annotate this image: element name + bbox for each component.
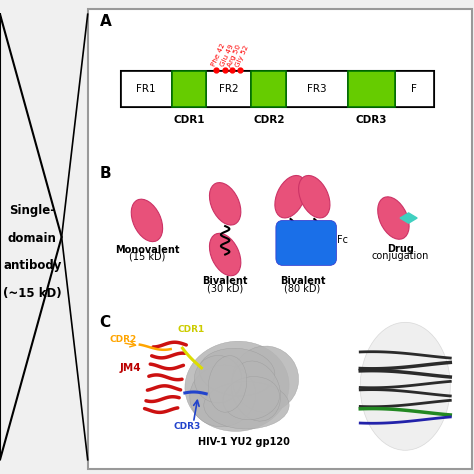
Bar — [395, 71, 434, 107]
Bar — [121, 71, 172, 107]
Ellipse shape — [185, 341, 289, 431]
Text: Monovalent: Monovalent — [115, 245, 179, 255]
Bar — [88, 9, 472, 469]
Text: CDR2: CDR2 — [253, 115, 284, 125]
Text: CDR1: CDR1 — [173, 115, 205, 125]
Ellipse shape — [194, 356, 242, 403]
Text: (80 kD): (80 kD) — [284, 283, 320, 293]
Ellipse shape — [232, 346, 299, 412]
Text: CDR2: CDR2 — [110, 335, 137, 344]
Text: domain: domain — [8, 232, 57, 245]
Text: F: F — [411, 84, 417, 94]
Text: conjugation: conjugation — [372, 251, 429, 261]
Text: Bivalent: Bivalent — [280, 276, 325, 286]
Ellipse shape — [223, 376, 280, 420]
Text: Arg 50: Arg 50 — [227, 44, 242, 68]
Ellipse shape — [231, 361, 281, 421]
Ellipse shape — [210, 233, 241, 276]
Ellipse shape — [209, 356, 246, 412]
Text: JM4: JM4 — [119, 363, 141, 373]
Ellipse shape — [210, 182, 241, 225]
Bar — [121, 71, 434, 107]
Text: FR1: FR1 — [137, 84, 156, 94]
Ellipse shape — [131, 199, 163, 242]
Text: Gly 52: Gly 52 — [235, 44, 250, 68]
Text: Glu 49: Glu 49 — [219, 44, 235, 68]
Text: A: A — [100, 14, 111, 29]
Ellipse shape — [190, 365, 256, 427]
Text: CDR1: CDR1 — [178, 325, 205, 334]
Text: FR2: FR2 — [219, 84, 238, 94]
Ellipse shape — [275, 175, 306, 218]
Text: FR3: FR3 — [307, 84, 327, 94]
Text: B: B — [100, 166, 111, 181]
Text: C: C — [100, 315, 110, 330]
Text: Single-: Single- — [9, 204, 55, 218]
Text: Phe 42: Phe 42 — [211, 43, 227, 68]
Ellipse shape — [360, 322, 450, 450]
Text: HIV-1 YU2 gp120: HIV-1 YU2 gp120 — [198, 437, 290, 447]
FancyBboxPatch shape — [276, 220, 337, 265]
Text: Drug: Drug — [387, 244, 414, 254]
Text: Bivalent: Bivalent — [202, 276, 248, 286]
Ellipse shape — [204, 382, 289, 429]
Text: Fc: Fc — [337, 235, 347, 245]
Ellipse shape — [378, 197, 409, 239]
Text: (15 kD): (15 kD) — [129, 252, 165, 262]
Ellipse shape — [199, 348, 275, 396]
Bar — [206, 71, 251, 107]
Bar — [172, 71, 206, 107]
Text: (30 kD): (30 kD) — [207, 283, 243, 293]
Text: CDR3: CDR3 — [356, 115, 387, 125]
Ellipse shape — [299, 175, 330, 218]
Text: antibody: antibody — [3, 259, 62, 273]
Bar — [286, 71, 348, 107]
Text: CDR3: CDR3 — [173, 422, 201, 431]
Bar — [348, 71, 395, 107]
Text: (~15 kD): (~15 kD) — [3, 287, 62, 300]
Polygon shape — [400, 213, 417, 223]
Bar — [251, 71, 286, 107]
